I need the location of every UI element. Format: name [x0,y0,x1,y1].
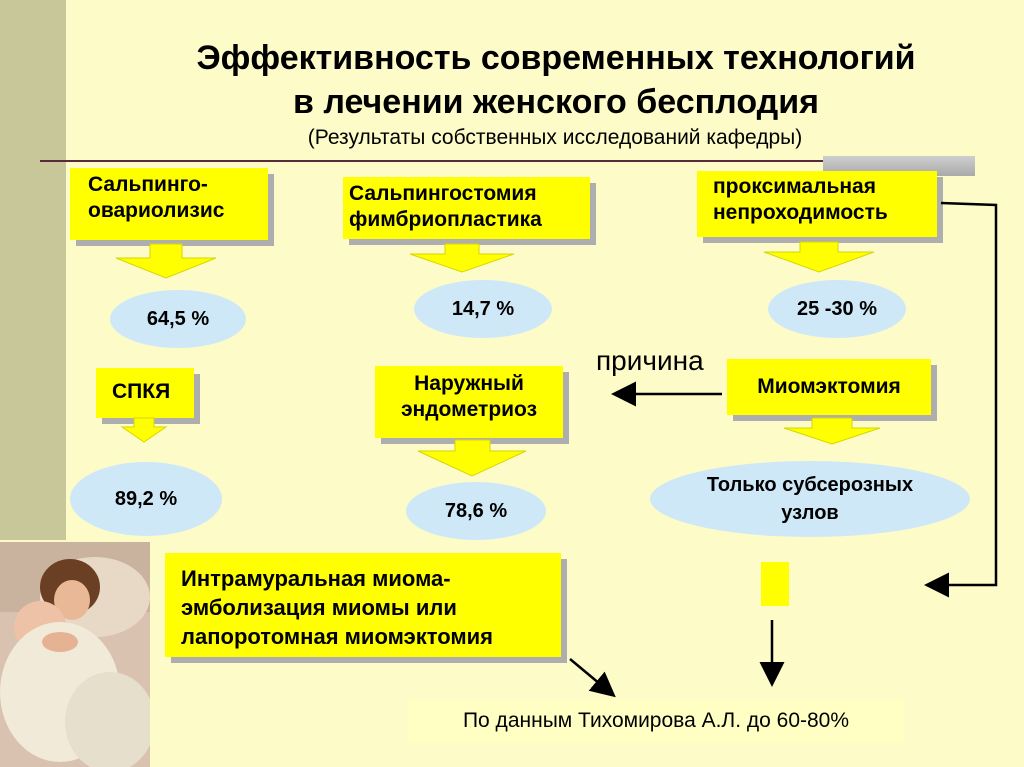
arrow-intramural-to-source [569,658,616,698]
arrow-proximal-down [763,241,875,273]
result-salpingo-ovariolysis: 64,5 % [110,290,246,348]
source-note: По данным Тихомирова А.Л. до 60-80% [408,699,904,743]
arrow-spky-down [120,417,168,443]
page-title-line1: Эффективность современных технологий [196,39,916,77]
result-endometriosis: 78,6 % [406,482,546,540]
page-title-line2: в лечении женского бесплодия [293,83,819,121]
cause-label: причина [596,345,704,376]
page-subtitle: (Результаты собственных исследований каф… [307,126,803,149]
result-spky: 89,2 % [70,462,222,536]
title-divider [40,160,975,162]
box-external-endometriosis: Наружный эндометриоз [375,366,563,438]
arrow-endometriosis-down [417,439,527,477]
box-proximal-obstruction: проксимальная непроходимость [697,171,937,237]
box-spky: СПКЯ [96,368,194,418]
box-salpingostomy: Сальпингостомия фимбриопластика [343,177,590,239]
arrow-myomectomy-down [783,417,881,445]
decorative-side-strip [0,0,66,540]
result-subserous-nodes: Только субсерозных узлов [650,461,970,537]
result-salpingostomy: 14,7 % [414,280,552,338]
mother-baby-photo [0,542,150,767]
result-proximal-obstruction: 25 -30 % [768,280,906,338]
box-salpingo-ovariolysis: Сальпинго- овариолизис [70,168,268,240]
arrow-salpingostomy-down [409,243,515,273]
arrow-salpingo-down [115,243,217,279]
arrow-proximal-loop [924,201,998,598]
connector-block [761,562,789,606]
box-myomectomy: Миомэктомия [727,359,931,415]
box-intramural-myoma: Интрамуральная миома- эмболизация миомы … [165,553,561,657]
